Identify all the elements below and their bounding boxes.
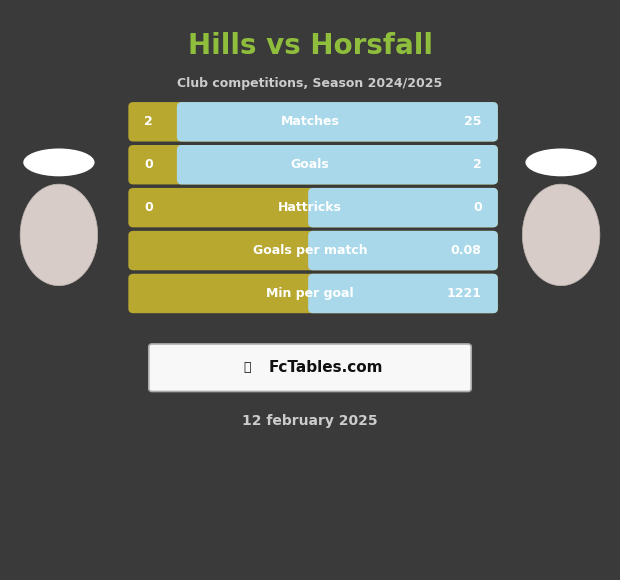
FancyBboxPatch shape <box>177 102 498 142</box>
Text: 0.08: 0.08 <box>451 244 482 257</box>
FancyBboxPatch shape <box>308 188 498 227</box>
Text: 0: 0 <box>144 201 153 214</box>
Text: 2: 2 <box>144 115 153 128</box>
Text: Hills vs Horsfall: Hills vs Horsfall <box>187 32 433 60</box>
FancyBboxPatch shape <box>128 102 498 142</box>
Ellipse shape <box>20 184 98 286</box>
FancyBboxPatch shape <box>308 274 498 313</box>
Text: FcTables.com: FcTables.com <box>268 360 383 375</box>
Text: Matches: Matches <box>281 115 339 128</box>
Text: Club competitions, Season 2024/2025: Club competitions, Season 2024/2025 <box>177 77 443 90</box>
Text: Hattricks: Hattricks <box>278 201 342 214</box>
Text: 0: 0 <box>144 158 153 171</box>
Ellipse shape <box>522 184 600 286</box>
Text: Goals: Goals <box>291 158 329 171</box>
Text: 1221: 1221 <box>447 287 482 300</box>
Ellipse shape <box>526 148 596 176</box>
Text: 0: 0 <box>473 201 482 214</box>
FancyBboxPatch shape <box>128 231 498 270</box>
FancyBboxPatch shape <box>177 145 498 184</box>
Text: 📊: 📊 <box>243 361 250 374</box>
Text: Min per goal: Min per goal <box>266 287 354 300</box>
FancyBboxPatch shape <box>128 274 498 313</box>
Ellipse shape <box>24 148 94 176</box>
FancyBboxPatch shape <box>308 231 498 270</box>
FancyBboxPatch shape <box>128 145 498 184</box>
Text: 25: 25 <box>464 115 482 128</box>
FancyBboxPatch shape <box>149 344 471 392</box>
FancyBboxPatch shape <box>128 188 498 227</box>
Text: 2: 2 <box>473 158 482 171</box>
Text: 12 february 2025: 12 february 2025 <box>242 414 378 427</box>
Text: Goals per match: Goals per match <box>253 244 367 257</box>
